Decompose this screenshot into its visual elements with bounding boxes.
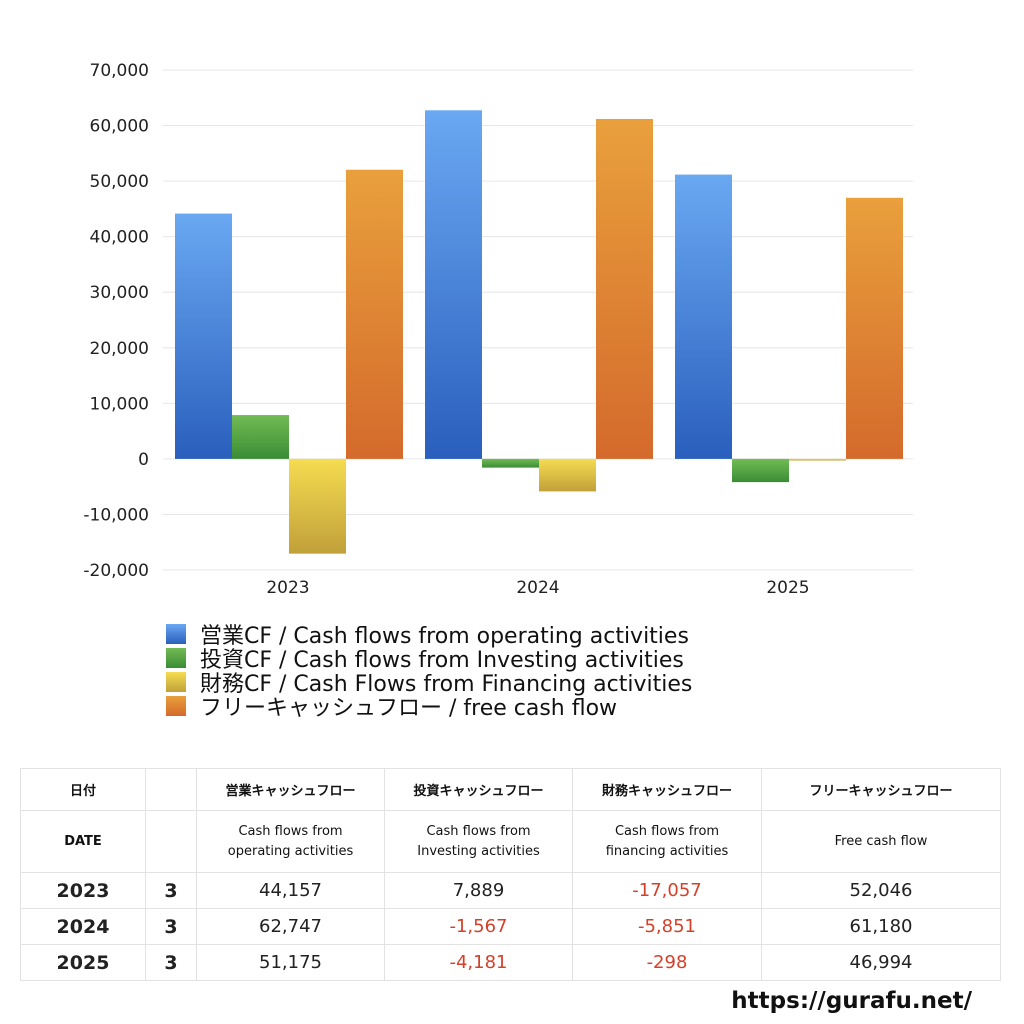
header-date-en: DATE <box>20 810 146 873</box>
row-year: 2024 <box>20 908 146 945</box>
y-tick-label: 10,000 <box>90 394 149 414</box>
cell-free-cf: 52,046 <box>761 872 1001 909</box>
site-url: https://gurafu.net/ <box>731 988 972 1014</box>
row-year: 2025 <box>20 944 146 981</box>
cell-free-cf: 46,994 <box>761 944 1001 981</box>
legend-item: フリーキャッシュフロー / free cash flow <box>166 694 692 721</box>
table-row: 2025 3 51,175 -4,181 -298 46,994 <box>20 944 1001 981</box>
header-free-cf-en: Free cash flow <box>761 810 1001 873</box>
legend-label: フリーキャッシュフロー / free cash flow <box>200 696 618 721</box>
cell-financing: -298 <box>572 944 762 981</box>
chart-legend: 営業CF / Cash flows from operating activit… <box>166 622 692 721</box>
bar-2025-series-2 <box>732 458 789 483</box>
legend-item: 財務CF / Cash Flows from Financing activit… <box>166 670 692 697</box>
x-tick-label: 2025 <box>766 578 809 598</box>
header-month-ja <box>145 768 197 811</box>
y-tick-label: -20,000 <box>83 561 149 581</box>
bar-2024-series-3 <box>539 458 596 492</box>
bar-2023-series-1 <box>175 213 232 459</box>
y-tick-label: 50,000 <box>90 172 149 192</box>
bar-2024-series-4 <box>596 119 653 459</box>
bar-2025-series-1 <box>675 174 732 459</box>
row-month: 3 <box>145 872 197 909</box>
bar-2024-series-1 <box>425 110 482 459</box>
x-tick-label: 2024 <box>516 578 559 598</box>
legend-item: 投資CF / Cash flows from Investing activit… <box>166 646 692 673</box>
y-tick-label: -10,000 <box>83 505 149 525</box>
cell-operating: 51,175 <box>196 944 385 981</box>
table-row: 2023 3 44,157 7,889 -17,057 52,046 <box>20 872 1001 909</box>
row-month: 3 <box>145 908 197 945</box>
row-month: 3 <box>145 944 197 981</box>
y-axis-ticks: 70,000 60,000 50,000 40,000 30,000 20,000 10,0… <box>83 61 149 581</box>
cell-investing: -1,567 <box>384 908 573 945</box>
table-header-en: DATE Cash flows from operating activities… <box>20 810 1001 873</box>
x-axis-ticks: 2023 2024 2025 <box>266 578 809 598</box>
gridlines <box>163 69 913 571</box>
bar-2025-series-3 <box>789 458 846 461</box>
cell-investing: 7,889 <box>384 872 573 909</box>
legend-swatch <box>166 624 186 644</box>
x-tick-label: 2023 <box>266 578 309 598</box>
header-free-cf-ja: フリーキャッシュフロー <box>761 768 1001 811</box>
header-financing-ja: 財務キャッシュフロー <box>572 768 762 811</box>
legend-swatch <box>166 648 186 668</box>
header-operating-en: Cash flows from operating activities <box>196 810 385 873</box>
legend-swatch <box>166 696 186 716</box>
table-row: 2024 3 62,747 -1,567 -5,851 61,180 <box>20 908 1001 945</box>
cash-flow-bar-chart: 70,000 60,000 50,000 40,000 30,000 20,000 10,0… <box>83 61 913 598</box>
bar-2024-series-2 <box>482 458 539 468</box>
header-investing-en: Cash flows from Investing activities <box>384 810 573 873</box>
legend-label: 財務CF / Cash Flows from Financing activit… <box>200 672 693 697</box>
y-tick-label: 0 <box>138 450 149 470</box>
header-investing-ja: 投資キャッシュフロー <box>384 768 573 811</box>
header-month-en <box>145 810 197 873</box>
cell-free-cf: 61,180 <box>761 908 1001 945</box>
legend-label: 営業CF / Cash flows from operating activit… <box>200 624 689 649</box>
bar-2023-series-2 <box>232 415 289 459</box>
row-year: 2023 <box>20 872 146 909</box>
y-tick-label: 70,000 <box>90 61 149 81</box>
cell-investing: -4,181 <box>384 944 573 981</box>
cell-financing: -17,057 <box>572 872 762 909</box>
bar-2023-series-3 <box>289 458 346 554</box>
legend-label: 投資CF / Cash flows from Investing activit… <box>200 648 684 673</box>
cell-operating: 44,157 <box>196 872 385 909</box>
y-tick-label: 30,000 <box>90 283 149 303</box>
y-tick-label: 20,000 <box>90 339 149 359</box>
header-date-ja: 日付 <box>20 768 146 811</box>
cell-financing: -5,851 <box>572 908 762 945</box>
header-financing-en: Cash flows from financing activities <box>572 810 762 873</box>
legend-item: 営業CF / Cash flows from operating activit… <box>166 622 692 649</box>
bars <box>175 110 903 554</box>
cash-flow-table: 日付 営業キャッシュフロー 投資キャッシュフロー 財務キャッシュフロー フリーキ… <box>20 768 1001 981</box>
header-operating-ja: 営業キャッシュフロー <box>196 768 385 811</box>
table-header-ja: 日付 営業キャッシュフロー 投資キャッシュフロー 財務キャッシュフロー フリーキ… <box>20 768 1001 811</box>
cell-operating: 62,747 <box>196 908 385 945</box>
y-tick-label: 60,000 <box>90 117 149 137</box>
legend-swatch <box>166 672 186 692</box>
y-tick-label: 40,000 <box>90 228 149 248</box>
bar-2023-series-4 <box>346 169 403 459</box>
bar-2025-series-4 <box>846 197 903 459</box>
